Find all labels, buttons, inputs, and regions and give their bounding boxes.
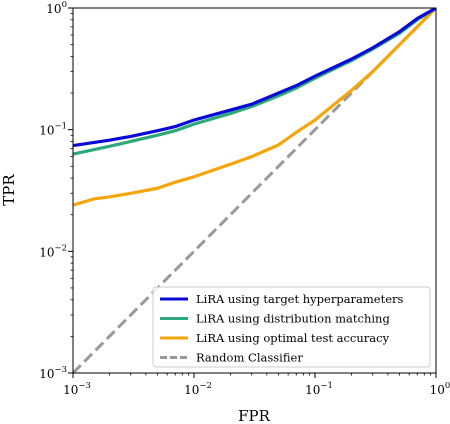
series-line-2: [73, 8, 436, 207]
legend: LiRA using target hyperparameters LiRA us…: [152, 286, 431, 368]
series-layer: [73, 8, 436, 373]
legend-label: LiRA using optimal test accuracy: [196, 331, 390, 345]
legend-label: Random Classifier: [196, 351, 303, 365]
series-line-3: [73, 8, 436, 373]
plot-frame: [72, 7, 437, 374]
x-tick-label: 10−2: [184, 381, 212, 397]
ticks-layer: 10−3 10−2 10−1 100 10−3 10−2 10−1 100: [39, 0, 450, 397]
y-tick-label: 10−2: [39, 243, 67, 259]
y-tick-label: 10−1: [39, 122, 67, 138]
y-tick-label: 100: [46, 0, 67, 16]
x-axis-title: FPR: [238, 407, 271, 424]
x-tick-label: 10−3: [63, 381, 91, 397]
legend-label: LiRA using target hyperparameters: [196, 292, 404, 306]
legend-box: [152, 286, 431, 368]
y-tick-label: 10−3: [39, 365, 67, 381]
series-line-0: [73, 8, 436, 148]
y-axis-title: TPR: [0, 174, 18, 206]
x-tick-label: 100: [430, 381, 450, 397]
x-tick-label: 10−1: [305, 381, 333, 397]
legend-label: LiRA using distribution matching: [196, 312, 390, 326]
